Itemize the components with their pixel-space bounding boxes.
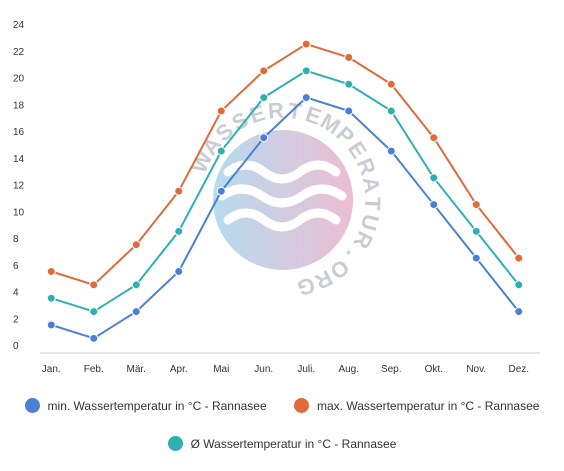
- data-point-avg[interactable]: [46, 293, 56, 303]
- data-point-avg[interactable]: [216, 146, 226, 156]
- watermark-letter: E: [247, 100, 268, 128]
- y-tick-label: 14: [13, 154, 25, 165]
- legend-item-min[interactable]: min. Wassertemperatur in °C - Rannasee: [24, 398, 267, 413]
- legend-label-max: max. Wassertemperatur in °C - Rannasee: [317, 398, 540, 413]
- y-tick-label: 12: [13, 181, 25, 192]
- legend-label-avg: Ø Wassertemperatur in °C - Rannasee: [190, 436, 397, 451]
- data-point-min[interactable]: [386, 146, 396, 156]
- data-point-min[interactable]: [131, 307, 141, 317]
- x-tick-label: Sep.: [381, 364, 402, 375]
- data-point-max[interactable]: [429, 133, 439, 143]
- x-tick-label: Juli.: [297, 364, 315, 375]
- data-point-max[interactable]: [301, 39, 311, 49]
- legend-row-2: Ø Wassertemperatur in °C - Rannasee: [0, 436, 564, 454]
- series-line-min: [50, 96, 520, 340]
- data-point-avg[interactable]: [259, 93, 269, 103]
- data-point-avg[interactable]: [131, 280, 141, 290]
- watermark-letter: G: [295, 272, 318, 301]
- data-point-min[interactable]: [259, 133, 269, 143]
- data-point-max[interactable]: [89, 280, 99, 290]
- legend-swatch-min: [24, 398, 40, 413]
- x-tick-label: Okt.: [425, 364, 443, 375]
- data-point-avg[interactable]: [344, 79, 354, 89]
- y-tick-label: 10: [13, 207, 25, 218]
- data-point-min[interactable]: [344, 106, 354, 116]
- data-point-max[interactable]: [386, 79, 396, 89]
- data-point-avg[interactable]: [429, 173, 439, 183]
- legend-item-avg[interactable]: Ø Wassertemperatur in °C - Rannasee: [167, 436, 397, 451]
- data-point-min[interactable]: [46, 320, 56, 330]
- y-tick-label: 8: [13, 234, 19, 245]
- data-point-max[interactable]: [131, 240, 141, 250]
- legend-swatch-avg: [167, 436, 183, 451]
- y-tick-label: 18: [13, 100, 25, 111]
- data-point-avg[interactable]: [514, 280, 524, 290]
- data-point-avg[interactable]: [89, 307, 99, 317]
- x-tick-label: Nov.: [466, 364, 486, 375]
- watermark-letter: T: [360, 196, 386, 211]
- data-point-max[interactable]: [259, 66, 269, 76]
- data-point-max[interactable]: [174, 186, 184, 196]
- data-point-avg[interactable]: [386, 106, 396, 116]
- legend-item-max[interactable]: max. Wassertemperatur in °C - Rannasee: [294, 398, 539, 413]
- data-point-min[interactable]: [216, 186, 226, 196]
- series-line-max: [50, 42, 520, 286]
- x-tick-label: Feb.: [84, 364, 104, 375]
- data-point-min[interactable]: [174, 266, 184, 276]
- data-point-avg[interactable]: [471, 226, 481, 236]
- legend-row-1: min. Wassertemperatur in °C - Rannasee m…: [0, 398, 564, 416]
- x-tick-label: Apr.: [170, 364, 188, 375]
- data-point-min[interactable]: [514, 307, 524, 317]
- data-point-min[interactable]: [89, 333, 99, 343]
- y-tick-label: 24: [13, 20, 25, 31]
- data-point-avg[interactable]: [301, 66, 311, 76]
- data-point-min[interactable]: [301, 93, 311, 103]
- watermark-letter: U: [356, 212, 384, 234]
- x-tick-label: Dez.: [508, 364, 529, 375]
- legend-swatch-max: [294, 398, 309, 413]
- data-point-avg[interactable]: [174, 226, 184, 236]
- data-point-min[interactable]: [429, 200, 439, 210]
- y-tick-label: 0: [13, 341, 19, 352]
- series-line-avg: [50, 69, 520, 313]
- data-point-max[interactable]: [46, 266, 56, 276]
- legend-label-min: min. Wassertemperatur in °C - Rannasee: [47, 398, 267, 413]
- x-tick-label: Jan.: [42, 364, 61, 375]
- y-tick-label: 22: [13, 47, 25, 58]
- x-tick-label: Jun.: [254, 364, 273, 375]
- y-tick-label: 20: [13, 74, 25, 85]
- y-tick-label: 4: [13, 288, 19, 299]
- x-tick-label: Mär.: [127, 364, 146, 375]
- y-tick-label: 6: [13, 261, 19, 272]
- y-tick-label: 2: [13, 314, 19, 325]
- y-tick-label: 16: [13, 127, 25, 138]
- data-point-max[interactable]: [216, 106, 226, 116]
- data-point-max[interactable]: [514, 253, 524, 263]
- data-point-max[interactable]: [344, 52, 354, 62]
- data-point-min[interactable]: [471, 253, 481, 263]
- watermark-letter: A: [358, 175, 385, 195]
- x-tick-label: Aug.: [338, 364, 359, 375]
- x-tick-label: Mai: [213, 364, 229, 375]
- data-point-max[interactable]: [471, 200, 481, 210]
- watermark-letter: R: [267, 97, 285, 123]
